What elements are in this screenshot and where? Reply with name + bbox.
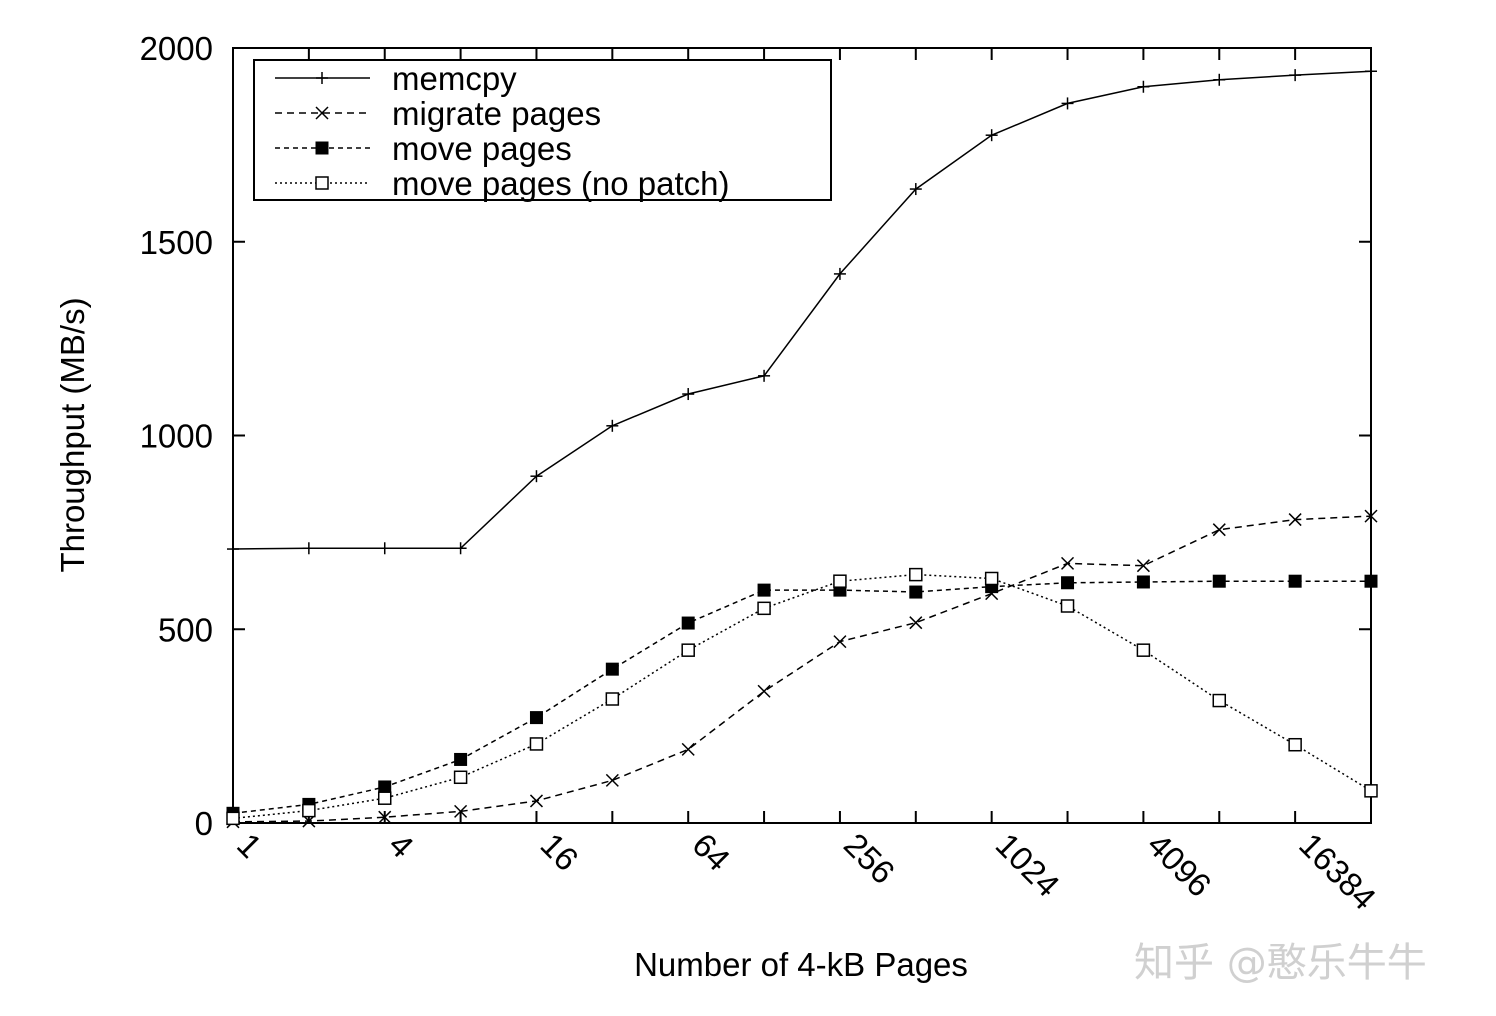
- data-point: [605, 773, 619, 787]
- data-point: [377, 791, 392, 805]
- series-line: [232, 573, 1372, 820]
- x-tick-label: 16384: [1292, 826, 1383, 917]
- series-memcpy: [227, 65, 1377, 556]
- data-point: [454, 542, 467, 555]
- legend-marker: [316, 72, 328, 84]
- series-line: [232, 580, 1371, 815]
- y-tick-label: 1000: [140, 418, 213, 455]
- y-tick-label: 0: [195, 805, 213, 842]
- data-point: [529, 737, 544, 751]
- data-point: [378, 542, 391, 555]
- data-point: [1213, 73, 1226, 86]
- x-tick-label: 4: [382, 826, 421, 865]
- legend-marker: [315, 141, 329, 155]
- data-point: [757, 684, 771, 698]
- data-point: [1288, 737, 1302, 752]
- y-tick-label: 500: [158, 611, 213, 648]
- data-point: [1212, 693, 1227, 708]
- data-point: [909, 567, 923, 582]
- data-point: [833, 267, 846, 280]
- data-point: [302, 803, 316, 818]
- y-tick-label: 2000: [140, 30, 213, 67]
- watermark: 知乎 @憨乐牛牛: [1134, 940, 1427, 986]
- data-point: [1212, 523, 1226, 537]
- legend-label: move pages (no patch): [392, 165, 730, 202]
- data-point: [1364, 509, 1378, 523]
- data-point: [529, 794, 543, 808]
- x-tick-label: 4096: [1140, 826, 1218, 904]
- data-point: [985, 129, 998, 142]
- data-point: [1364, 784, 1378, 798]
- data-point: [378, 810, 392, 824]
- legend-box: [253, 59, 832, 201]
- data-point: [909, 183, 922, 196]
- legend-label: migrate pages: [392, 95, 601, 132]
- data-point: [682, 388, 695, 401]
- data-point: [606, 419, 619, 432]
- data-point: [757, 601, 771, 616]
- data-point: [605, 662, 619, 676]
- data-point: [605, 692, 620, 706]
- data-point: [757, 583, 771, 597]
- data-point: [1364, 574, 1378, 588]
- y-axis-label: Throughput (MB/s): [54, 297, 91, 572]
- data-point: [1136, 575, 1150, 589]
- legend-marker: [315, 106, 329, 120]
- data-point: [1288, 574, 1302, 588]
- legend-marker: [315, 176, 329, 190]
- data-point: [1060, 599, 1075, 613]
- data-point: [909, 585, 923, 599]
- data-point: [529, 711, 543, 725]
- data-point: [984, 571, 999, 586]
- data-point: [1136, 643, 1151, 657]
- data-point: [909, 616, 923, 630]
- data-point: [1061, 556, 1075, 570]
- data-point: [681, 643, 695, 657]
- data-point: [530, 470, 543, 483]
- data-point: [1365, 65, 1377, 78]
- data-point: [1289, 69, 1302, 82]
- x-tick-label: 64: [685, 826, 737, 878]
- series-move-pages: [226, 574, 1378, 820]
- data-point: [453, 770, 468, 785]
- data-point: [227, 543, 239, 556]
- data-point: [378, 780, 392, 794]
- data-point: [1061, 576, 1075, 590]
- y-axis: 0 500 1000 1500 2000: [140, 30, 1371, 842]
- y-tick-label: 1500: [140, 224, 213, 261]
- x-tick-label: 1024: [989, 826, 1067, 904]
- x-tick-label: 16: [534, 826, 586, 878]
- series-migrate-pages: [226, 509, 1378, 829]
- data-point: [454, 752, 468, 766]
- legend-label: move pages: [392, 130, 572, 167]
- data-point: [758, 369, 771, 382]
- x-tick-label: 256: [837, 826, 902, 891]
- data-point: [454, 804, 468, 818]
- data-point: [1061, 97, 1074, 110]
- data-point: [1137, 80, 1150, 93]
- legend-label: memcpy: [392, 60, 517, 97]
- series-line: [232, 515, 1372, 823]
- series-move-pages-no-patch-: [226, 567, 1378, 826]
- series-group: [226, 65, 1378, 829]
- data-point: [1212, 574, 1226, 588]
- data-point: [226, 811, 240, 826]
- x-axis-label: Number of 4-kB Pages: [634, 946, 968, 983]
- data-point: [681, 742, 695, 756]
- data-point: [1136, 559, 1150, 573]
- data-point: [833, 574, 847, 588]
- x-tick-label: 1: [230, 826, 269, 865]
- data-point: [833, 635, 847, 649]
- data-point: [1288, 513, 1302, 527]
- series-line: [232, 70, 1372, 550]
- data-point: [302, 542, 315, 555]
- data-point: [681, 616, 695, 630]
